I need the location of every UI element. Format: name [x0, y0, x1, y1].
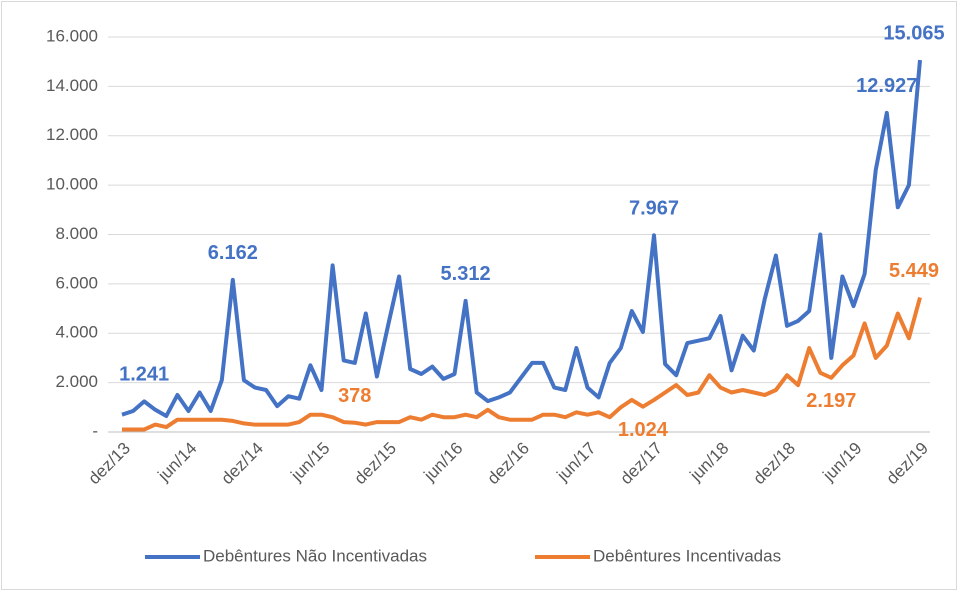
data-label: 1.024 [618, 419, 669, 441]
y-tick-label: 4.000 [55, 323, 98, 342]
y-tick-label: 12.000 [46, 125, 98, 144]
y-tick-label: 6.000 [55, 273, 98, 292]
data-label: 7.967 [629, 198, 679, 220]
y-tick-label: 16.000 [46, 26, 98, 45]
series-line [122, 296, 922, 432]
data-label: 12.927 [856, 75, 917, 97]
y-tick-label: - [92, 421, 98, 440]
data-label: 5.312 [441, 263, 491, 285]
data-label: 1.241 [119, 364, 169, 386]
y-tick-label: 2.000 [55, 372, 98, 391]
legend-label: Debêntures Incentivadas [593, 546, 781, 565]
legend-label: Debêntures Não Incentivadas [203, 546, 427, 565]
data-label: 6.162 [208, 242, 258, 264]
y-tick-label: 8.000 [55, 224, 98, 243]
data-label: 2.197 [806, 390, 856, 412]
data-label: 15.065 [883, 22, 944, 44]
y-tick-label: 14.000 [46, 76, 98, 95]
data-label: 5.449 [889, 260, 939, 282]
data-label: 378 [338, 385, 371, 407]
series-line [121, 59, 922, 418]
y-tick-label: 10.000 [46, 175, 98, 194]
